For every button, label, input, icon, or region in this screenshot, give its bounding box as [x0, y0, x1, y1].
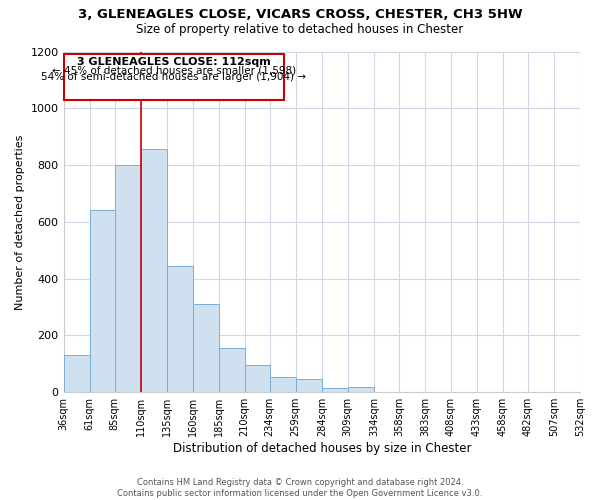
- Y-axis label: Number of detached properties: Number of detached properties: [15, 134, 25, 310]
- Text: Contains HM Land Registry data © Crown copyright and database right 2024.
Contai: Contains HM Land Registry data © Crown c…: [118, 478, 482, 498]
- Bar: [245, 365, 270, 392]
- Text: 3, GLENEAGLES CLOSE, VICARS CROSS, CHESTER, CH3 5HW: 3, GLENEAGLES CLOSE, VICARS CROSS, CHEST…: [77, 8, 523, 20]
- FancyBboxPatch shape: [64, 54, 284, 100]
- Bar: [193, 304, 218, 392]
- Bar: [64, 356, 89, 392]
- Bar: [296, 380, 322, 392]
- Text: Size of property relative to detached houses in Chester: Size of property relative to detached ho…: [136, 22, 464, 36]
- Text: 3 GLENEAGLES CLOSE: 112sqm: 3 GLENEAGLES CLOSE: 112sqm: [77, 57, 271, 67]
- Bar: [140, 150, 167, 392]
- Bar: [348, 386, 374, 392]
- Bar: [218, 348, 245, 392]
- Text: ← 45% of detached houses are smaller (1,598): ← 45% of detached houses are smaller (1,…: [52, 65, 296, 75]
- Bar: [270, 376, 296, 392]
- Bar: [167, 266, 193, 392]
- Bar: [89, 210, 115, 392]
- Bar: [322, 388, 348, 392]
- Text: 54% of semi-detached houses are larger (1,904) →: 54% of semi-detached houses are larger (…: [41, 72, 307, 82]
- Bar: [115, 165, 140, 392]
- X-axis label: Distribution of detached houses by size in Chester: Distribution of detached houses by size …: [173, 442, 471, 455]
